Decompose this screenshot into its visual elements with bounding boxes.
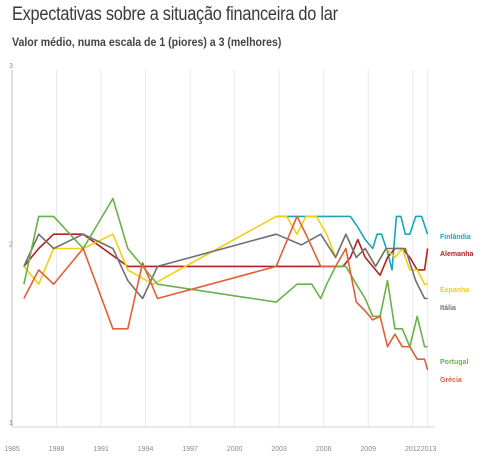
y-tick-label: 1 — [9, 420, 13, 427]
x-tick-label: 2009 — [360, 446, 376, 453]
series-label: Grécia — [440, 377, 462, 384]
x-tick-label: 2006 — [316, 446, 332, 453]
x-tick-label: 1985 — [4, 446, 20, 453]
series-line-portugal — [23, 197, 428, 348]
series-line-alemanha — [23, 233, 429, 277]
x-tick-label: 1994 — [138, 446, 154, 453]
x-tick-label: 2000 — [227, 446, 243, 453]
series-line-itália — [23, 233, 428, 300]
axes: 1985 1988 1991 1994 1997 2000 2003 2006 2009 2012… — [4, 63, 436, 453]
chart-subtitle: Valor médio, numa escala de 1 (piores) a… — [12, 35, 282, 49]
series-lines — [23, 197, 429, 371]
series-label: Espanha — [440, 287, 469, 294]
series-line-finlândia — [276, 215, 429, 271]
x-tick-label: 2013 — [421, 446, 437, 453]
y-tick-label: 3 — [9, 63, 13, 70]
x-tick-label: 2012 — [405, 446, 421, 453]
series-label: Finlândia — [440, 234, 471, 241]
series-label: Portugal — [440, 359, 468, 366]
y-tick-label: 2 — [9, 242, 13, 249]
x-tick-label: 1991 — [93, 446, 109, 453]
x-tick-label: 1988 — [49, 446, 65, 453]
chart-title: Expectativas sobre a situação financeira… — [12, 4, 338, 25]
x-tick-label: 1997 — [182, 446, 198, 453]
series-label: Alemanha — [440, 251, 474, 258]
series-label: Itália — [440, 305, 456, 312]
series-line-grécia — [23, 215, 429, 371]
series-labels: Finlândia Alemanha Espanha Itália Portugal Gr… — [440, 234, 474, 384]
x-tick-label: 2003 — [271, 446, 287, 453]
